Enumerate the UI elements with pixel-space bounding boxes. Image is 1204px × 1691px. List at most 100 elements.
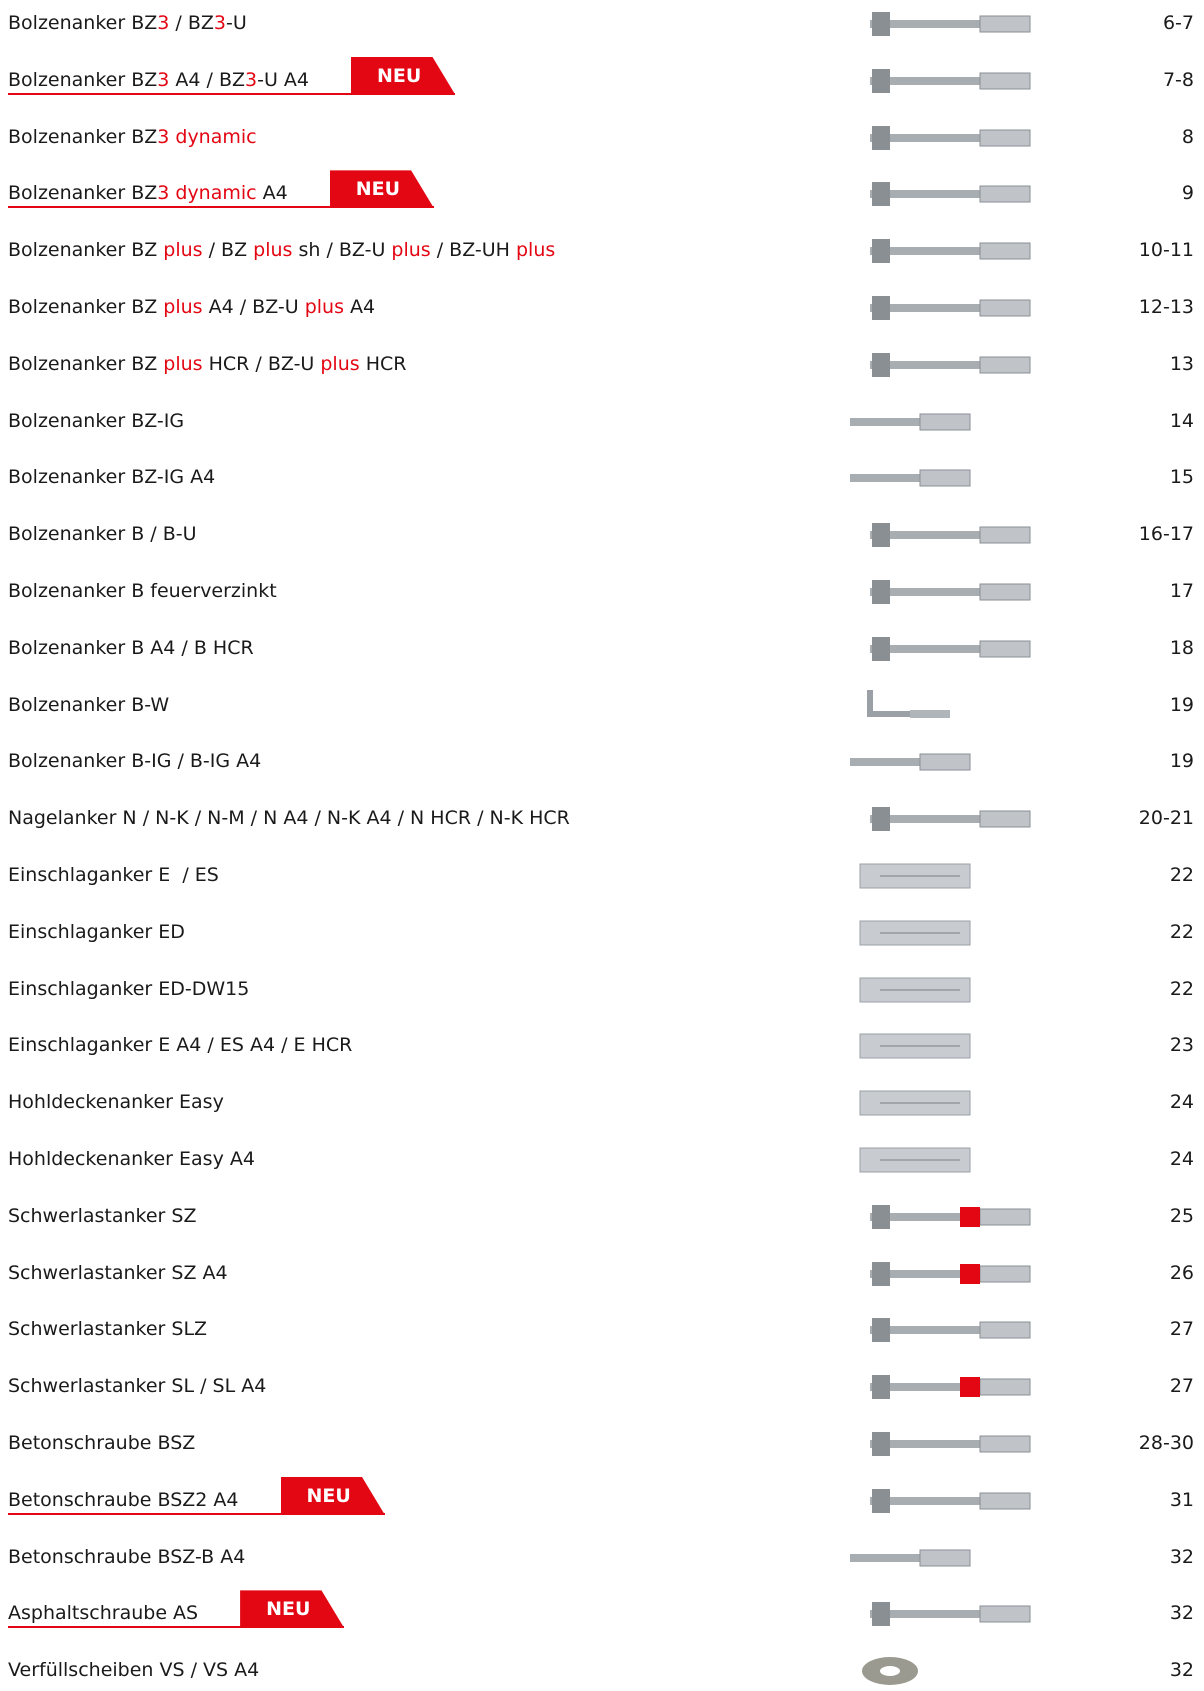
index-row: Bolzenanker BZ 3 A4 / BZ 3 -U A4 NEU 7-8 xyxy=(0,56,1204,101)
product-shape xyxy=(979,1492,1031,1510)
index-row: Bolzenanker B A4 / B HCR 18 xyxy=(0,629,1204,669)
label-part: 3 xyxy=(245,68,258,91)
product-shape xyxy=(979,15,1031,33)
page-number: 17 xyxy=(1169,580,1194,602)
label-part: A4 xyxy=(256,182,288,205)
page-number: 25 xyxy=(1169,1204,1194,1227)
product-shape xyxy=(979,1265,1031,1283)
product-shape xyxy=(872,807,890,832)
label-part: Asphaltschraube AS xyxy=(8,1602,199,1625)
entry-label: Einschlaganker E A4 / ES A4 / E HCR xyxy=(8,1032,352,1058)
product-shape xyxy=(870,644,1030,653)
new-badge: NEU xyxy=(329,170,435,209)
product-image xyxy=(870,1318,1031,1343)
product-shape xyxy=(979,1435,1031,1453)
entry-label: Bolzenanker BZ 3 dynamic xyxy=(8,124,257,150)
product-shape xyxy=(872,1488,890,1513)
label-part: Schwerlastanker SL / SL A4 xyxy=(8,1375,267,1398)
page-number: 31 xyxy=(1169,1488,1194,1511)
page-number: 23 xyxy=(1169,1034,1194,1057)
label-part: Bolzenanker BZ-IG A4 xyxy=(8,466,216,489)
product-shape xyxy=(979,185,1031,203)
new-badge: NEU xyxy=(240,1590,345,1629)
product-image xyxy=(870,523,1031,548)
label-part: HCR / BZ-U xyxy=(202,352,321,375)
product-image xyxy=(859,1090,971,1116)
label-part: Bolzenanker B-W xyxy=(8,693,170,716)
index-row: Bolzenanker BZ plus A4 / BZ-U plus A4 12-… xyxy=(0,288,1204,328)
label-part: / BZ xyxy=(169,12,214,34)
product-shape xyxy=(850,758,960,767)
page-number: 15 xyxy=(1169,466,1194,489)
product-shape xyxy=(872,352,890,377)
label-part: 3 xyxy=(157,12,170,34)
product-shape xyxy=(872,182,890,207)
entry-label: Bolzenanker B-IG / B-IG A4 xyxy=(8,748,261,774)
product-image xyxy=(870,182,1031,207)
page-number: 22 xyxy=(1169,864,1194,886)
product-shape xyxy=(960,1206,980,1227)
page-number: 14 xyxy=(1169,409,1194,432)
product-shape xyxy=(872,580,890,604)
product-image xyxy=(870,1375,1031,1400)
product-shape xyxy=(872,1375,890,1400)
entry-label: Bolzenanker BZ 3 / BZ 3 -U xyxy=(8,10,247,36)
product-image xyxy=(859,977,971,1003)
label-part: HCR xyxy=(359,352,407,375)
label-part: A4 xyxy=(343,296,376,318)
product-shape xyxy=(979,810,1031,828)
label-part: Schwerlastanker SZ A4 xyxy=(8,1261,228,1284)
index-row: Bolzenanker B-IG / B-IG A4 19 xyxy=(0,742,1204,782)
product-shape xyxy=(850,417,960,426)
label-part: Bolzenanker BZ xyxy=(8,68,158,91)
label-part: Einschlaganker ED xyxy=(8,920,185,943)
index-row: Betonschraube BSZ-B A4 32 xyxy=(0,1538,1204,1578)
product-shape xyxy=(979,583,1031,601)
entry-label: Bolzenanker BZ plus HCR / BZ-U plus HCR xyxy=(8,351,406,377)
label-part: A4 / BZ-U xyxy=(202,296,305,318)
product-shape xyxy=(872,523,890,548)
entry-label: Bolzenanker B / B-U xyxy=(8,521,197,547)
product-shape xyxy=(870,1440,1030,1448)
label-part: plus xyxy=(320,352,360,375)
product-image xyxy=(870,636,1031,661)
product-shape xyxy=(872,296,890,320)
entry-label: Schwerlastanker SLZ xyxy=(8,1316,207,1342)
entry-label: Bolzenanker B feuerverzinkt xyxy=(8,578,277,604)
page-number: 19 xyxy=(1169,750,1194,773)
page-number: 27 xyxy=(1169,1318,1194,1341)
entry-label: Einschlaganker ED xyxy=(8,919,185,945)
product-shape xyxy=(870,1212,1030,1221)
index-row: Einschlaganker E / ES 22 xyxy=(0,856,1204,896)
product-shape xyxy=(870,815,1030,824)
label-part: Bolzenanker BZ xyxy=(8,239,164,262)
index-row: Hohldeckenanker Easy 24 xyxy=(0,1083,1204,1123)
label-part: Hohldeckenanker Easy xyxy=(8,1091,224,1114)
label-part: -U xyxy=(225,12,247,34)
product-image xyxy=(862,1657,918,1686)
product-shape xyxy=(979,72,1031,90)
product-image xyxy=(859,920,971,946)
product-shape xyxy=(870,304,1030,312)
product-shape xyxy=(870,1269,1030,1278)
label-part: Bolzenanker BZ xyxy=(8,296,164,318)
entry-label: Betonschraube BSZ xyxy=(8,1430,195,1456)
page-number: 10-11 xyxy=(1138,239,1194,262)
product-image xyxy=(870,296,1031,320)
entry-label: Einschlaganker ED-DW15 xyxy=(8,976,249,1002)
index-row: Bolzenanker BZ-IG A4 15 xyxy=(0,458,1204,498)
label-part: Schwerlastanker SZ xyxy=(8,1204,197,1227)
product-shape xyxy=(870,1610,1030,1619)
label-part: Einschlaganker ED-DW15 xyxy=(8,977,250,1000)
product-shape xyxy=(979,1321,1031,1339)
page-number: 7-8 xyxy=(1162,68,1194,91)
product-shape xyxy=(872,1602,890,1627)
index-row: Bolzenanker B / B-U 16-17 xyxy=(0,515,1204,555)
entry-label: Bolzenanker BZ-IG xyxy=(8,408,184,434)
index-row: Schwerlastanker SZ 25 xyxy=(0,1197,1204,1237)
product-shape xyxy=(870,1383,1030,1392)
label-part: 3 xyxy=(157,68,170,91)
entry-label: Schwerlastanker SZ A4 xyxy=(8,1260,228,1286)
label-part: Bolzenanker BZ xyxy=(8,12,158,34)
page-number: 9 xyxy=(1181,182,1194,205)
